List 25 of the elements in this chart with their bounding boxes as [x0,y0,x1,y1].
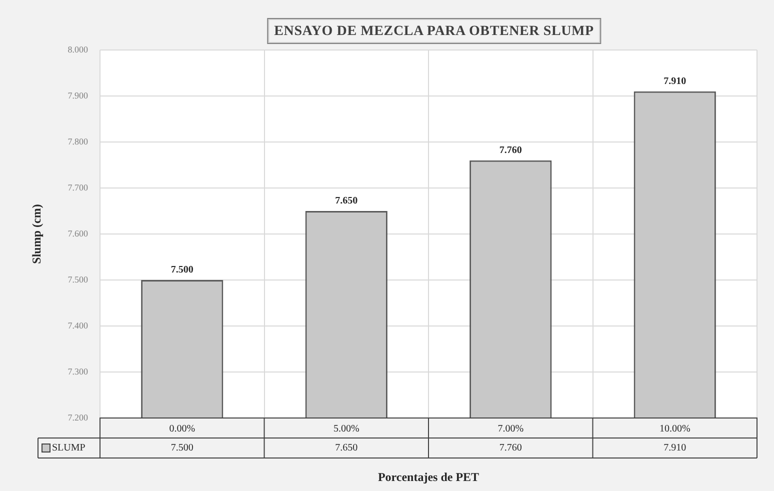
y-tick-label: 7.300 [68,366,88,376]
legend-label: SLUMP [52,442,86,454]
text: 7.910 [664,76,686,87]
x-axis-title: Porcentajes de PET [378,470,480,484]
text: 7.760 [499,144,522,156]
data-label: 7.910 [664,442,686,454]
y-tick-label: 7.900 [68,90,88,100]
y-tick-label: 7.200 [68,412,88,422]
y-tick-label: 7.400 [68,320,88,330]
y-tick-label: 8.000 [68,44,88,54]
x-tick-label: 10.00% [659,424,690,435]
text: 7.650 [335,196,358,207]
y-tick-label: 7.500 [68,274,88,284]
x-tick-label: 5.00% [333,424,360,435]
data-label: 7.760 [499,442,522,454]
data-label: 7.650 [335,442,358,454]
y-tick-label: 7.800 [68,136,88,146]
x-tick-label: 7.00% [498,424,524,435]
y-tick-label: 7.600 [68,228,88,238]
y-axis-title: Slump (cm) [29,204,44,264]
y-tick-label: 7.700 [68,182,88,192]
x-tick-label: 0.00% [169,424,196,435]
chart-title: ENSAYO DE MEZCLA PARA OBTENER SLUMP [274,24,594,39]
text: 7.500 [170,264,194,276]
data-label: 7.500 [170,442,194,454]
